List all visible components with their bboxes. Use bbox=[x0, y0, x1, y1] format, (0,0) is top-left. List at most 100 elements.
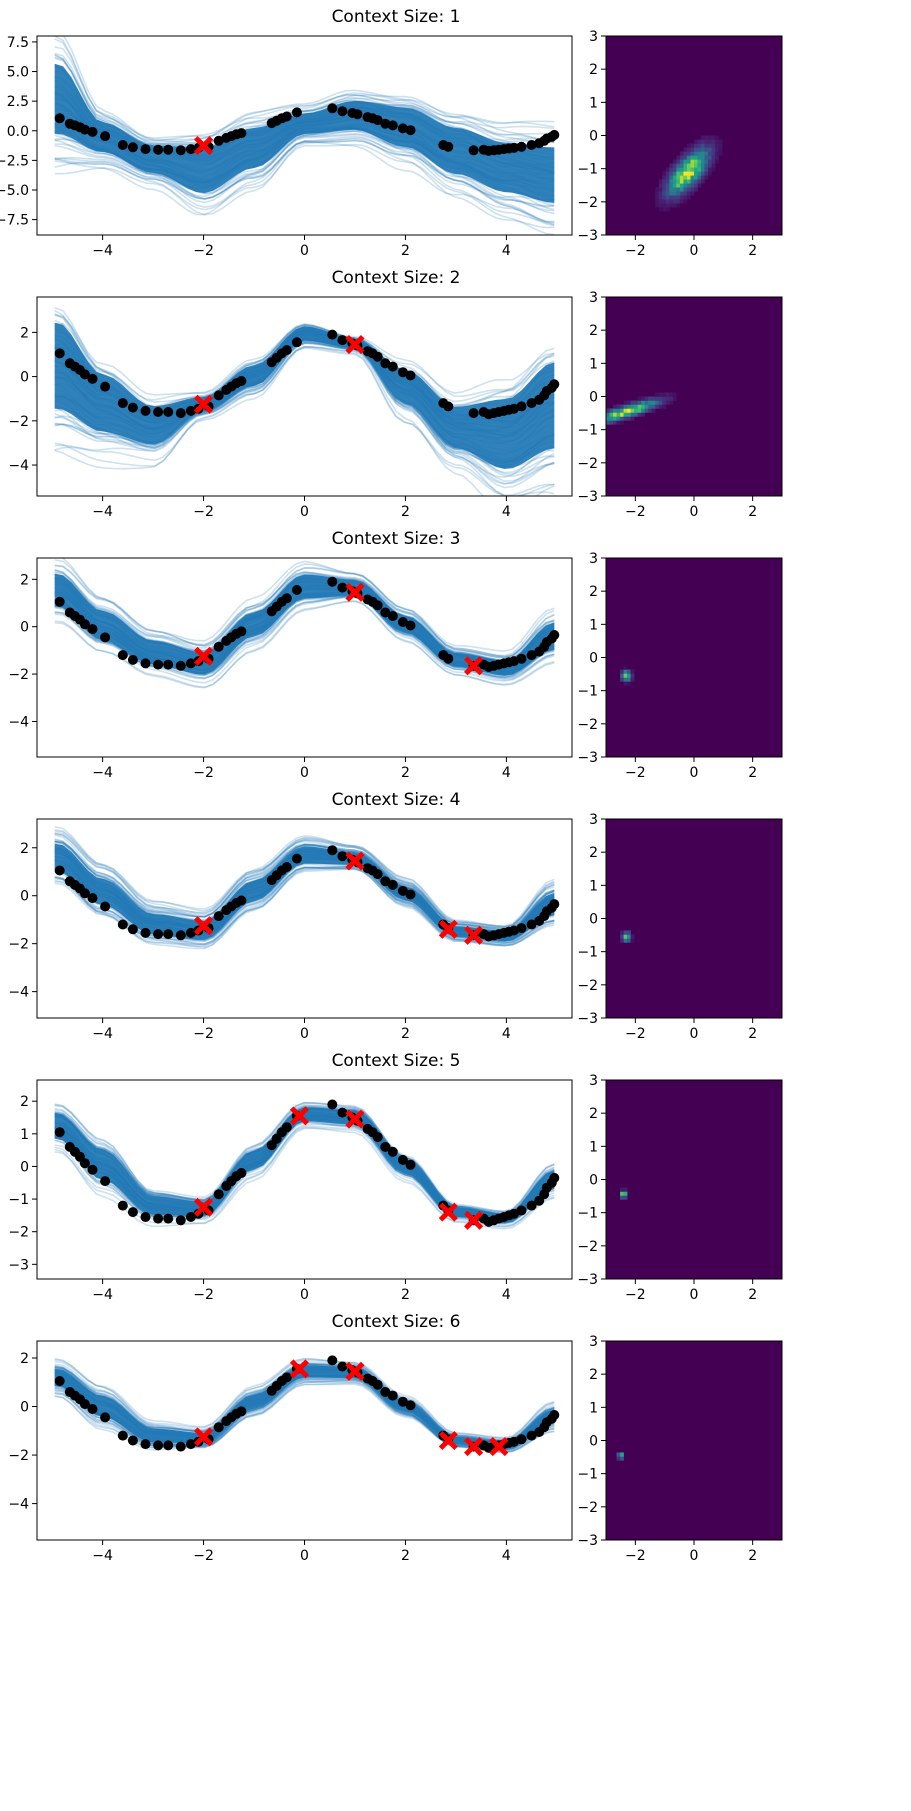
heatmap-cell bbox=[679, 199, 684, 204]
x-tick-label: 4 bbox=[502, 1026, 511, 1042]
heatmap-cell bbox=[620, 677, 624, 682]
observed-point bbox=[117, 650, 128, 661]
x-tick-label: −4 bbox=[92, 1026, 113, 1042]
heatmap-cell bbox=[630, 404, 635, 409]
observed-point bbox=[163, 1213, 174, 1224]
observed-point bbox=[100, 1176, 111, 1187]
heatmap-cell bbox=[686, 143, 691, 148]
sample-curve bbox=[62, 36, 555, 141]
heatmap-cell bbox=[662, 191, 667, 196]
y-tick-label: −2 bbox=[8, 937, 29, 953]
heatmap-cell bbox=[704, 135, 709, 140]
heatmap-cell bbox=[690, 147, 695, 152]
heatmap-cell bbox=[620, 938, 624, 943]
observed-point bbox=[526, 650, 537, 661]
heatmap-cell bbox=[697, 183, 702, 188]
heatmap-cell bbox=[616, 1456, 621, 1461]
row-3-title: Context Size: 3 bbox=[332, 529, 461, 549]
heatmap-cell bbox=[679, 155, 684, 160]
observed-point bbox=[397, 617, 408, 627]
observed-point bbox=[281, 862, 292, 872]
observed-point bbox=[163, 144, 174, 155]
observed-point bbox=[175, 660, 186, 671]
observed-point bbox=[380, 1141, 391, 1152]
y-tick-label: −2 bbox=[8, 414, 29, 430]
context-point bbox=[194, 394, 214, 414]
heatmap-cell bbox=[655, 187, 660, 192]
observed-point bbox=[509, 403, 519, 414]
observed-point bbox=[140, 658, 151, 669]
observed-point bbox=[337, 335, 348, 346]
heatmap-cell bbox=[655, 396, 660, 401]
heatmap-cell bbox=[609, 416, 614, 421]
y-tick-label: 0 bbox=[20, 1159, 29, 1175]
heatmap-cell bbox=[662, 187, 667, 192]
sample-curve bbox=[54, 840, 555, 932]
heatmap-cell bbox=[676, 155, 681, 160]
heatmap-cell bbox=[644, 404, 649, 409]
heatmap-cell bbox=[715, 143, 719, 148]
observed-point bbox=[516, 141, 527, 152]
observed-point bbox=[397, 885, 408, 896]
observed-point bbox=[549, 379, 560, 390]
y-tick-label: −7.5 bbox=[0, 213, 29, 229]
row-2-title: Context Size: 2 bbox=[332, 268, 461, 288]
heatmap-cell bbox=[669, 203, 674, 208]
context-point bbox=[464, 1210, 484, 1230]
heatmap-y-tick-label: −2 bbox=[577, 456, 598, 472]
heatmap-cell bbox=[676, 183, 681, 188]
heatmap-cell bbox=[637, 396, 642, 401]
y-tick-label: 5.0 bbox=[7, 65, 29, 81]
heatmap-cell bbox=[655, 392, 660, 397]
heatmap-cell bbox=[644, 408, 649, 413]
heatmap-cell bbox=[711, 159, 716, 164]
heatmap-cell bbox=[620, 404, 624, 409]
line-plot-area bbox=[54, 307, 560, 496]
observed-point bbox=[516, 923, 527, 934]
observed-point bbox=[117, 1200, 128, 1211]
heatmap-cell bbox=[701, 171, 705, 176]
context-point bbox=[438, 919, 458, 939]
heatmap-cell bbox=[613, 412, 617, 417]
observed-point bbox=[281, 1122, 292, 1133]
heatmap-cell bbox=[620, 669, 624, 674]
heatmap-cell bbox=[672, 167, 677, 172]
heatmap-y-tick-label: 3 bbox=[589, 29, 598, 45]
heatmap-cell bbox=[672, 191, 677, 196]
heatmap-cell bbox=[701, 163, 705, 168]
x-tick-label: 2 bbox=[401, 504, 410, 520]
observed-point bbox=[236, 895, 247, 906]
heatmap-y-tick-label: 3 bbox=[589, 290, 598, 306]
observed-point bbox=[372, 115, 383, 126]
heatmap-y-tick-label: −3 bbox=[577, 1533, 598, 1549]
heatmap-y-tick-label: 3 bbox=[589, 812, 598, 828]
observed-point bbox=[327, 1099, 338, 1110]
heatmap-cell bbox=[655, 195, 660, 200]
heatmap-cell bbox=[679, 195, 684, 200]
observed-point bbox=[127, 924, 138, 935]
observed-point bbox=[387, 361, 398, 372]
heatmap-cell bbox=[690, 159, 695, 164]
observed-point bbox=[100, 1412, 111, 1423]
sample-curve bbox=[54, 1104, 555, 1213]
y-tick-label: 2 bbox=[20, 1094, 29, 1110]
observed-point bbox=[117, 1430, 128, 1441]
observed-point bbox=[281, 111, 292, 122]
heatmap-x-tick-label: 0 bbox=[690, 504, 699, 520]
heatmap-cell bbox=[718, 143, 723, 148]
heatmap-cell bbox=[704, 159, 709, 164]
heatmap-cell bbox=[704, 139, 709, 144]
heatmap-y-tick-label: −1 bbox=[577, 945, 598, 961]
heatmap-cell bbox=[679, 163, 684, 168]
heatmap-cell bbox=[620, 1456, 624, 1461]
heatmap-cell bbox=[669, 163, 674, 168]
heatmap-cell bbox=[627, 404, 631, 409]
heatmap-background bbox=[606, 1341, 782, 1540]
heatmap-cell bbox=[613, 404, 617, 409]
observed-point bbox=[140, 1212, 151, 1222]
observed-point bbox=[236, 128, 247, 139]
sample-band bbox=[54, 63, 555, 203]
observed-point bbox=[87, 1404, 98, 1414]
observed-point bbox=[387, 611, 398, 621]
heatmap-cell bbox=[658, 396, 663, 401]
